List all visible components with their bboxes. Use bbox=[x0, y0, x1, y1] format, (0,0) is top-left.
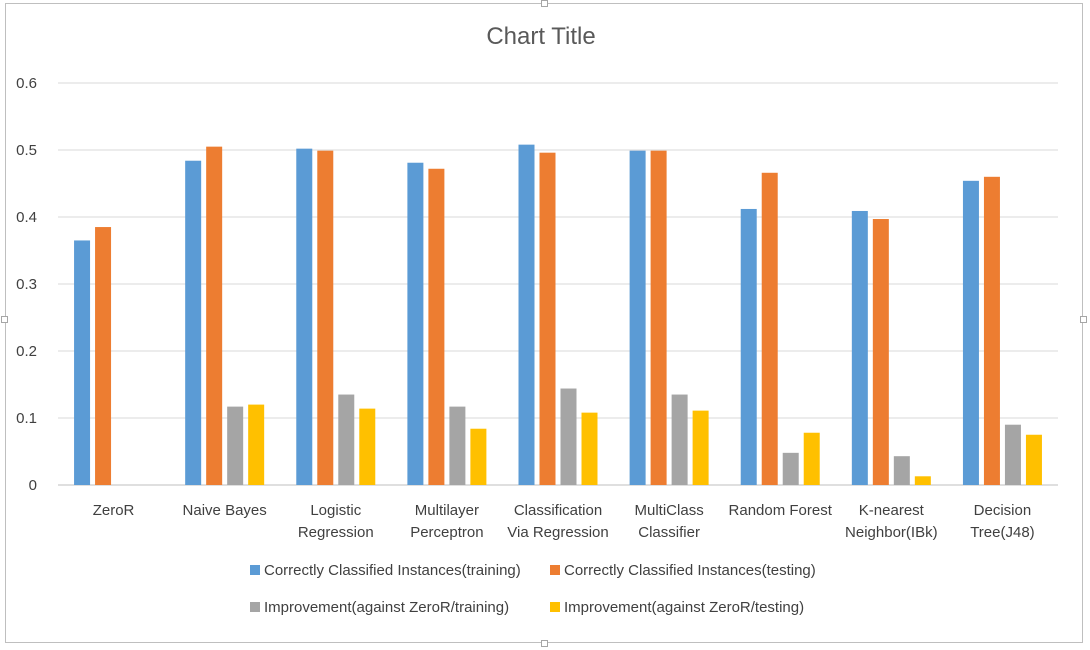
bar bbox=[1004, 424, 1021, 485]
x-category-label: Classification bbox=[514, 502, 602, 519]
bar bbox=[296, 148, 313, 485]
bar bbox=[95, 227, 112, 486]
bar bbox=[851, 210, 868, 485]
legend-swatch bbox=[550, 565, 560, 575]
legend: Correctly Classified Instances(training)… bbox=[250, 562, 816, 616]
bar bbox=[629, 150, 646, 486]
bar bbox=[248, 404, 265, 485]
bar bbox=[893, 456, 910, 485]
y-tick-label: 0 bbox=[29, 477, 37, 494]
bar bbox=[227, 406, 244, 485]
resize-handle-right[interactable] bbox=[1080, 316, 1087, 323]
legend-label: Correctly Classified Instances(training) bbox=[264, 562, 521, 579]
x-category-label: Decision bbox=[974, 502, 1032, 519]
resize-handle-bottom[interactable] bbox=[541, 640, 548, 647]
bar bbox=[407, 162, 424, 486]
bar bbox=[359, 408, 376, 485]
x-category-label: Perceptron bbox=[410, 524, 483, 541]
bar bbox=[803, 432, 820, 485]
legend-swatch bbox=[250, 602, 260, 612]
legend-label: Improvement(against ZeroR/testing) bbox=[564, 599, 804, 616]
x-axis-labels: ZeroR Naive Bayes Logistic Regression Multil… bbox=[93, 502, 1035, 541]
bar bbox=[560, 388, 577, 485]
x-category-label: Via Regression bbox=[507, 524, 608, 541]
bar bbox=[470, 428, 487, 485]
x-category-label: MultiClass bbox=[635, 502, 704, 519]
y-axis-labels: 0 0.1 0.2 0.3 0.4 0.5 0.6 bbox=[16, 75, 37, 494]
bar bbox=[1025, 434, 1042, 485]
x-category-label: Logistic bbox=[310, 502, 361, 519]
bar bbox=[650, 150, 667, 486]
x-category-label: K-nearest bbox=[859, 502, 925, 519]
bar bbox=[581, 412, 598, 485]
bar bbox=[449, 406, 466, 485]
legend-swatch bbox=[550, 602, 560, 612]
bar bbox=[983, 176, 1000, 486]
x-category-label: Classifier bbox=[638, 524, 700, 541]
bar bbox=[761, 172, 778, 485]
bar bbox=[428, 168, 445, 485]
bar bbox=[518, 144, 535, 485]
bar bbox=[185, 160, 202, 485]
resize-handle-left[interactable] bbox=[1, 316, 8, 323]
legend-label: Correctly Classified Instances(testing) bbox=[564, 562, 816, 579]
y-tick-label: 0.3 bbox=[16, 276, 37, 293]
bars bbox=[74, 144, 1042, 486]
bar bbox=[692, 410, 709, 485]
x-category-label: Regression bbox=[298, 524, 374, 541]
bar bbox=[782, 452, 799, 485]
bar bbox=[671, 394, 688, 485]
bar bbox=[206, 146, 223, 485]
y-tick-label: 0.2 bbox=[16, 343, 37, 360]
x-category-label: Multilayer bbox=[415, 502, 479, 519]
gridlines bbox=[58, 82, 1058, 486]
y-tick-label: 0.6 bbox=[16, 75, 37, 92]
bar bbox=[539, 152, 556, 485]
chart-title: Chart Title bbox=[486, 23, 595, 50]
x-category-label: Tree(J48) bbox=[970, 524, 1034, 541]
x-category-label: Naive Bayes bbox=[183, 502, 267, 519]
x-category-label: Random Forest bbox=[729, 502, 833, 519]
bar bbox=[962, 180, 979, 485]
legend-label: Improvement(against ZeroR/training) bbox=[264, 599, 509, 616]
bar bbox=[74, 240, 91, 485]
bar bbox=[740, 208, 757, 485]
x-category-label: Neighbor(IBk) bbox=[845, 524, 938, 541]
legend-swatch bbox=[250, 565, 260, 575]
resize-handle-top[interactable] bbox=[541, 0, 548, 7]
y-tick-label: 0.5 bbox=[16, 142, 37, 159]
x-category-label: ZeroR bbox=[93, 502, 135, 519]
y-tick-label: 0.1 bbox=[16, 410, 37, 427]
bar bbox=[914, 476, 931, 485]
bar bbox=[317, 150, 334, 486]
y-tick-label: 0.4 bbox=[16, 209, 37, 226]
bar bbox=[872, 219, 889, 485]
bar bbox=[338, 394, 355, 485]
